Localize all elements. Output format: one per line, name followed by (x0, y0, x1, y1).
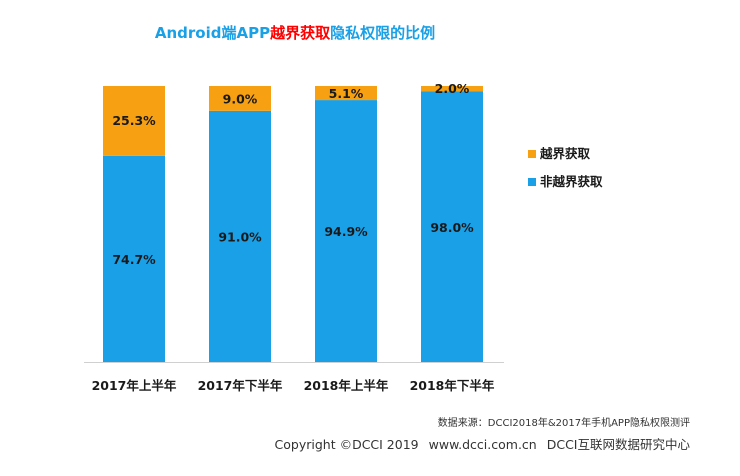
bar-non-overreach-3 (315, 100, 377, 363)
category-label-2: 2017年下半年 (198, 378, 283, 393)
bar-overreach-2 (209, 86, 271, 111)
source-note: 数据来源：DCCI2018年&2017年手机APP隐私权限测评 (437, 418, 690, 429)
data-label-non-overreach-3: 94.9% (324, 224, 368, 239)
category-label-1: 2017年上半年 (92, 378, 177, 393)
website-text: www.dcci.com.cn (428, 437, 537, 452)
bar-non-overreach-1 (103, 155, 165, 362)
bar-non-overreach-2 (209, 110, 271, 362)
data-label-non-overreach-4: 98.0% (430, 220, 474, 235)
bar-overreach-1 (103, 86, 165, 156)
bars-layer (103, 86, 483, 363)
bar-overreach-3 (315, 86, 377, 101)
copyright-text: Copyright ©DCCI 2019 (274, 437, 419, 452)
legend-label-1: 越界获取 (539, 146, 591, 161)
bar-overreach-4 (421, 86, 483, 92)
data-label-overreach-4: 2.0% (435, 81, 470, 96)
chart-title-highlight: 越界获取 (270, 24, 331, 42)
category-label-4: 2018年下半年 (410, 378, 495, 393)
data-label-overreach-2: 9.0% (223, 91, 258, 106)
data-label-overreach-3: 5.1% (329, 86, 364, 101)
chart-title: Android端APP越界获取隐私权限的比例 (0, 22, 590, 43)
legend-label-2: 非越界获取 (540, 174, 603, 189)
chart-title-suffix: 隐私权限的比例 (330, 24, 436, 42)
copyright-line: Copyright ©DCCI 2019 www.dcci.com.cn DCCI互… (0, 434, 690, 453)
chart-title-prefix: Android端APP (154, 24, 271, 42)
legend-swatch-1 (528, 150, 536, 158)
legend-swatch-2 (528, 178, 536, 186)
data-label-non-overreach-2: 91.0% (218, 229, 262, 244)
data-label-non-overreach-1: 74.7% (112, 252, 156, 267)
bar-non-overreach-4 (421, 91, 483, 363)
data-label-overreach-1: 25.3% (112, 113, 156, 128)
category-label-3: 2018年上半年 (304, 378, 389, 393)
org-name: DCCI互联网数据研究中心 (546, 437, 690, 452)
labels-layer: 74.7% 25.3% 2017年上半年 91.0% 9.0% 2017年下半年 94.9%… (92, 81, 495, 393)
